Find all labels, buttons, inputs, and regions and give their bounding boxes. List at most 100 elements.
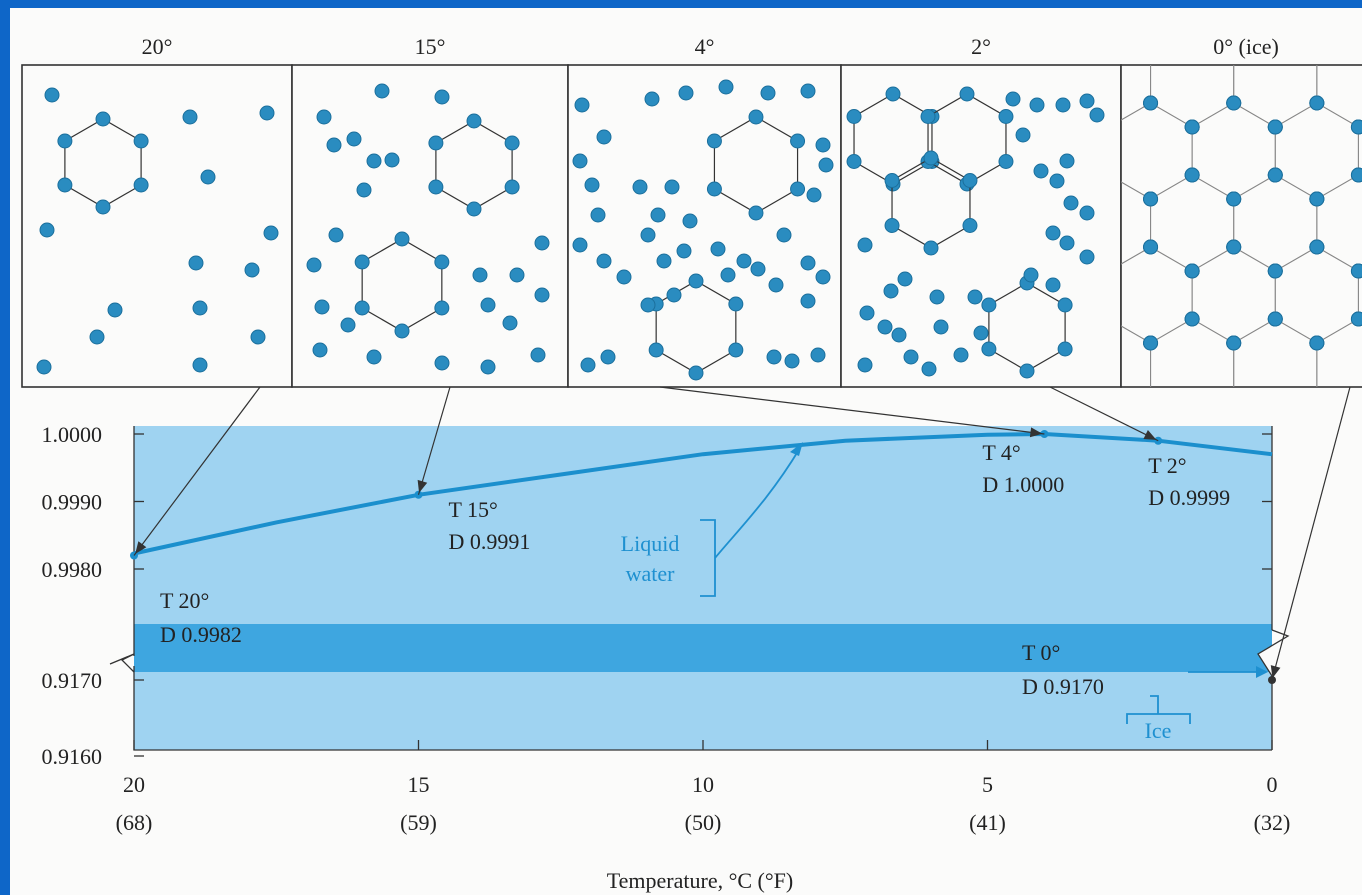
water-molecule <box>188 255 204 271</box>
liquid-label-line2: water <box>626 561 676 586</box>
water-molecule <box>480 359 496 375</box>
water-molecule <box>434 355 450 371</box>
point-temperature-label: T 0° <box>1022 640 1060 665</box>
water-molecule <box>39 222 55 238</box>
water-molecule <box>748 205 764 221</box>
water-molecule <box>656 253 672 269</box>
y-tick-label: 0.9170 <box>42 668 103 693</box>
water-molecule <box>366 153 382 169</box>
water-molecule <box>133 177 149 193</box>
ice-lattice-cell <box>1358 391 1362 487</box>
x-tick-label: 20 <box>123 772 145 797</box>
water-molecule <box>760 85 776 101</box>
water-molecule <box>748 109 764 125</box>
ice-lattice-cell <box>1275 391 1358 487</box>
water-molecule <box>1045 277 1061 293</box>
water-molecule <box>768 277 784 293</box>
water-molecule <box>750 261 766 277</box>
water-molecule <box>800 83 816 99</box>
water-molecule <box>1005 91 1021 107</box>
water-molecule <box>790 133 806 149</box>
x-tick-label: 0 <box>1267 772 1278 797</box>
water-molecule <box>877 319 893 335</box>
water-molecule <box>981 297 997 313</box>
water-molecule <box>1029 97 1045 113</box>
water-molecule <box>328 227 344 243</box>
liquid-water-band <box>134 426 1272 629</box>
water-molecule <box>1267 311 1283 327</box>
figure-frame: 20° 15° 4° 2° 0° (ice) 1.0000 0.9990 0.9980 0.9… <box>10 8 1362 895</box>
water-molecule <box>1057 297 1073 313</box>
water-molecule <box>883 283 899 299</box>
water-molecule <box>706 133 722 149</box>
water-molecule <box>962 218 978 233</box>
x-tick-sublabel: (41) <box>969 810 1006 835</box>
water-molecule <box>920 109 936 124</box>
panel-label: 15° <box>415 34 446 59</box>
water-molecule <box>998 154 1014 169</box>
water-molecule <box>1184 311 1200 327</box>
point-temperature-label: T 4° <box>982 440 1020 465</box>
water-molecule <box>790 181 806 197</box>
water-molecule <box>1089 107 1105 123</box>
panel-pointer-line <box>659 386 1045 435</box>
y-ticks: 1.0000 0.9990 0.9980 0.9170 0.9160 <box>42 422 1272 769</box>
y-tick-label: 1.0000 <box>42 422 103 447</box>
water-molecule <box>1309 335 1325 351</box>
water-molecule <box>1184 119 1200 135</box>
point-temperature-label: T 15° <box>449 497 498 522</box>
liquid-arrow <box>714 447 801 559</box>
water-molecule <box>1309 191 1325 207</box>
water-molecule <box>312 342 328 358</box>
water-molecule <box>1059 235 1075 251</box>
ice-lattice-cell <box>1026 8 1109 55</box>
water-molecule <box>718 79 734 95</box>
water-molecule <box>959 86 975 102</box>
molecule-panel <box>1120 64 1362 388</box>
water-molecule <box>580 357 596 373</box>
water-molecule <box>1059 153 1075 169</box>
water-molecule <box>596 253 612 269</box>
water-molecule <box>1063 195 1079 211</box>
water-molecule <box>200 169 216 185</box>
water-molecule <box>884 173 900 188</box>
water-molecule <box>1350 167 1362 183</box>
pointer-arrowhead <box>135 541 147 554</box>
point-temperature-label: T 20° <box>160 588 209 613</box>
x-tick-sublabel: (50) <box>685 810 722 835</box>
water-molecule <box>192 357 208 373</box>
water-molecule <box>1033 163 1049 179</box>
panel-label: 4° <box>695 34 715 59</box>
water-molecule <box>36 359 52 375</box>
water-molecule <box>616 269 632 285</box>
water-molecule <box>502 315 518 331</box>
water-molecule <box>815 269 831 285</box>
water-molecule <box>354 300 370 316</box>
panel-pointer-line <box>1049 386 1159 442</box>
water-molecule <box>434 89 450 105</box>
water-molecule <box>263 225 279 241</box>
point-density-label: D 0.9999 <box>1148 485 1230 510</box>
water-molecule <box>504 135 520 151</box>
water-molecule <box>766 349 782 365</box>
x-tick-sublabel: (68) <box>116 810 153 835</box>
water-molecule <box>800 293 816 309</box>
water-molecule <box>1079 205 1095 221</box>
water-molecule <box>133 133 149 149</box>
water-molecule <box>923 240 939 256</box>
water-molecule <box>1267 119 1283 135</box>
water-molecule <box>356 182 372 198</box>
water-molecule <box>784 353 800 369</box>
water-molecule <box>504 179 520 195</box>
y-tick-label: 0.9980 <box>42 557 103 582</box>
ice-lattice-cell <box>1109 8 1192 55</box>
water-molecule <box>192 300 208 316</box>
water-molecule <box>1055 97 1071 113</box>
water-molecule <box>710 241 726 257</box>
water-molecule <box>374 83 390 99</box>
water-molecule <box>306 257 322 273</box>
water-molecule <box>967 289 983 305</box>
water-molecule <box>244 262 260 278</box>
water-molecule <box>1079 93 1095 109</box>
water-molecule <box>728 296 744 312</box>
